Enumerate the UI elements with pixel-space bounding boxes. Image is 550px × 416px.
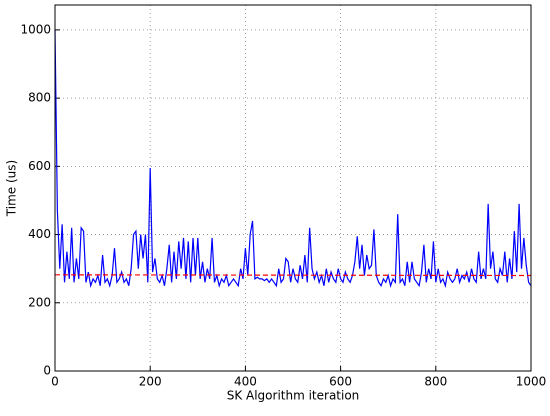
x-tick-label: 0 <box>51 375 59 389</box>
x-tick-label: 200 <box>139 375 162 389</box>
y-tick-label: 0 <box>43 364 51 378</box>
y-tick-label: 200 <box>28 295 51 309</box>
y-tick-label: 400 <box>28 227 51 241</box>
x-tick-label: 400 <box>234 375 257 389</box>
y-axis-label: Time (us) <box>5 160 19 217</box>
x-tick-label: 800 <box>424 375 447 389</box>
y-tick-label: 800 <box>28 91 51 105</box>
line-series <box>54 29 532 289</box>
plot-frame <box>54 4 532 372</box>
y-tick-label: 600 <box>28 159 51 173</box>
x-tick-label: 1000 <box>516 375 547 389</box>
x-axis-label: SK Algorithm iteration <box>227 389 360 403</box>
y-tick-label: 1000 <box>20 22 51 36</box>
line-series <box>54 274 532 277</box>
x-tick-label: 600 <box>329 375 352 389</box>
